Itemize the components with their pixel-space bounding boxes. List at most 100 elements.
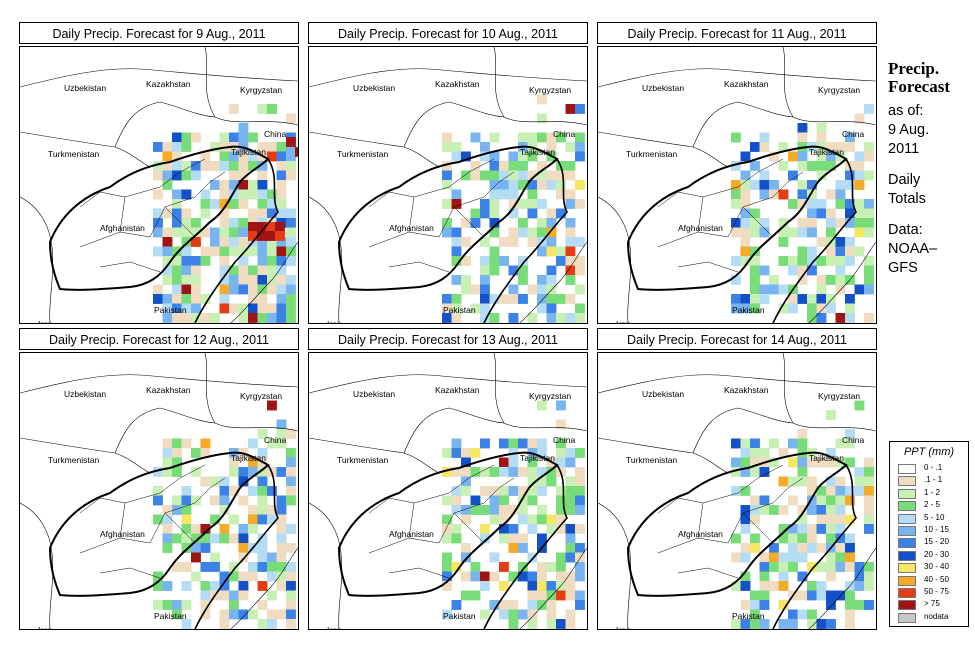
precip-cell <box>257 161 268 171</box>
precip-cell <box>778 571 789 582</box>
precip-cell <box>807 218 817 228</box>
precip-cell <box>238 313 249 323</box>
precip-cell <box>257 562 268 572</box>
precip-cell <box>556 294 566 304</box>
precip-cell <box>238 237 249 247</box>
precip-cell <box>499 486 509 496</box>
forecast-panel-6: Daily Precip. Forecast for 14 Aug., 2011… <box>597 328 877 630</box>
precip-cell <box>788 533 798 544</box>
precip-cell <box>238 609 249 620</box>
legend-swatch <box>898 550 916 561</box>
precip-cell <box>451 524 462 534</box>
precip-cell <box>276 438 287 449</box>
precip-cell <box>451 294 462 304</box>
precip-cell <box>826 552 836 563</box>
forecast-panel-3: Daily Precip. Forecast for 11 Aug., 2011… <box>597 22 877 324</box>
precip-cell <box>229 275 239 285</box>
precip-cell <box>248 524 258 534</box>
precip-cell <box>451 562 462 572</box>
legend-label: 1 - 2 <box>924 487 941 497</box>
precip-cell <box>816 581 827 591</box>
precip-cell <box>451 227 462 238</box>
precip-cell <box>210 562 220 572</box>
country-label-uzbekistan: Uzbekistan <box>642 389 684 399</box>
precip-cell <box>219 275 230 285</box>
precip-cell <box>276 543 287 553</box>
precip-cell <box>219 486 230 496</box>
precip-cell <box>575 562 585 572</box>
precip-cell <box>286 562 296 572</box>
province-border <box>657 191 704 208</box>
province-border <box>388 567 450 579</box>
precip-cell <box>181 581 192 591</box>
precip-cell <box>461 448 471 458</box>
precip-cell <box>835 590 846 601</box>
precip-cell <box>816 123 827 133</box>
precip-cell <box>442 199 452 209</box>
precip-cell <box>797 552 808 563</box>
legend-swatch <box>898 612 916 623</box>
precip-cell <box>788 438 798 449</box>
panel-title: Daily Precip. Forecast for 10 Aug., 2011 <box>308 22 588 44</box>
precip-cell <box>527 486 538 496</box>
precip-cell <box>854 170 865 181</box>
precip-cell <box>162 142 173 152</box>
precip-cell <box>508 533 519 544</box>
precip-cell <box>267 438 277 449</box>
precip-cell <box>162 303 173 314</box>
precip-cell <box>575 486 585 496</box>
precip-cell <box>537 438 547 449</box>
precip-cell <box>816 161 827 171</box>
precip-cell <box>797 571 808 582</box>
precip-cell <box>575 552 585 563</box>
precip-cell <box>854 151 865 162</box>
precip-cell <box>229 180 239 190</box>
map-canvas: Kazakhstan Uzbekistan Kyrgyzstan China Turkm… <box>598 47 876 323</box>
precip-cell <box>788 303 798 314</box>
precip-cell <box>162 313 173 323</box>
precip-cell <box>797 123 808 133</box>
precip-cell <box>499 581 509 591</box>
country-border <box>309 374 587 394</box>
country-label-kazakhstan: Kazakhstan <box>724 79 769 89</box>
precip-cell <box>219 524 230 534</box>
precip-cell <box>257 170 268 181</box>
precip-cell <box>172 275 182 285</box>
precip-cell <box>191 524 201 534</box>
precip-cell <box>527 438 538 449</box>
precip-cell <box>826 495 836 506</box>
precip-cell <box>565 104 576 114</box>
precip-cell <box>267 303 277 314</box>
precip-cell <box>480 151 490 162</box>
precip-cell <box>489 313 500 323</box>
precip-cell <box>527 476 538 487</box>
precip-cell <box>191 256 201 266</box>
precip-cell <box>864 514 874 525</box>
precip-cell <box>740 457 751 468</box>
precip-cell <box>797 294 808 304</box>
afghanistan-border <box>626 145 848 291</box>
precip-cell <box>162 294 173 304</box>
precip-cell <box>740 571 751 582</box>
precip-cell <box>740 170 751 181</box>
precip-cell <box>489 552 500 563</box>
province-border <box>194 477 226 504</box>
precip-cell <box>257 486 268 496</box>
forecast-panel-1: Daily Precip. Forecast for 9 Aug., 2011 … <box>19 22 299 324</box>
country-border <box>20 437 151 474</box>
precip-cell <box>854 199 865 209</box>
precip-cell <box>257 237 268 247</box>
country-label-turkmenistan: Turkmenistan <box>626 455 677 465</box>
precip-cell <box>238 495 249 506</box>
precip-cell <box>731 467 741 477</box>
precip-cell <box>286 303 296 314</box>
country-label-kyrgyzstan: Kyrgyzstan <box>818 85 860 95</box>
precip-cell <box>229 562 239 572</box>
precip-cell <box>499 237 509 247</box>
precip-cell <box>210 552 220 563</box>
precip-cell <box>740 151 751 162</box>
precip-cell <box>191 161 201 171</box>
precip-cell <box>238 227 249 238</box>
precip-cell <box>731 180 741 190</box>
province-border <box>164 512 196 544</box>
